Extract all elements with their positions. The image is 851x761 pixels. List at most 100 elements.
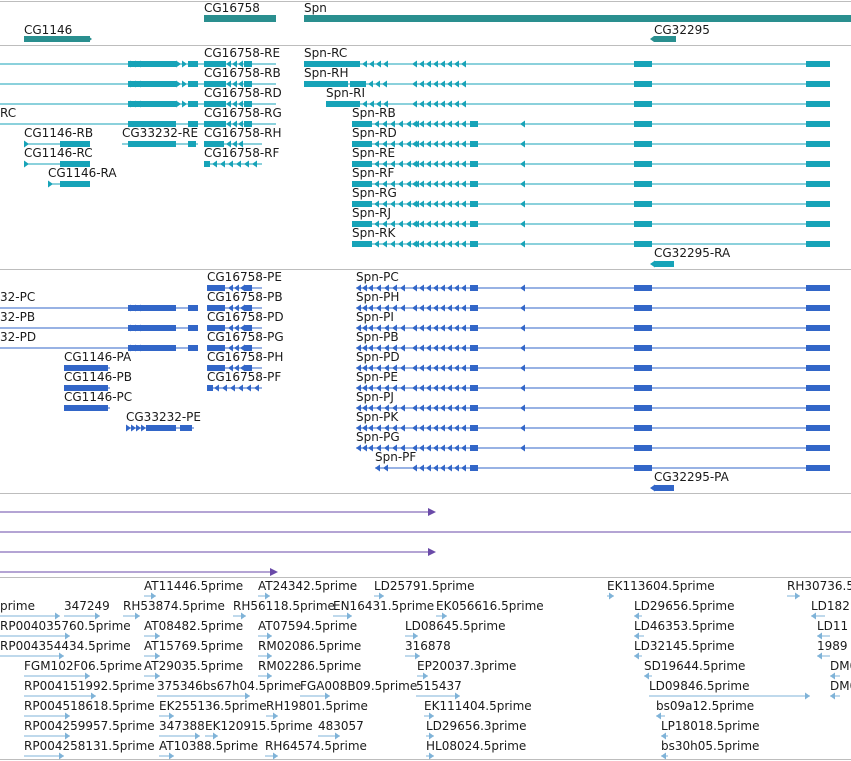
exon-block[interactable] (352, 181, 372, 187)
feature-label[interactable]: LP18018.5prime (661, 719, 760, 733)
exon-block[interactable] (470, 425, 478, 431)
exon-block[interactable] (207, 385, 213, 391)
feature-label[interactable]: CG16758 (204, 1, 260, 15)
feature-label[interactable]: Spn-PK (356, 410, 399, 424)
exon-block[interactable] (146, 101, 176, 107)
feature-label[interactable]: CG16758-RB (204, 66, 281, 80)
exon-block[interactable] (207, 305, 225, 311)
feature-label[interactable]: AT07594.5prime (258, 619, 357, 633)
exon-block[interactable] (470, 181, 478, 187)
feature-label[interactable]: CG16758-RH (204, 126, 282, 140)
feature-label[interactable]: Spn-RD (352, 126, 397, 140)
exon-block[interactable] (146, 325, 176, 331)
exon-block[interactable] (806, 141, 830, 147)
feature-label[interactable]: 316878 (405, 639, 451, 653)
exon-block[interactable] (207, 365, 225, 371)
exon-block[interactable] (634, 325, 652, 331)
exon-block[interactable] (326, 101, 360, 107)
exon-block[interactable] (64, 385, 108, 391)
feature-label[interactable]: RP004151992.5prime (24, 679, 155, 693)
feature-label[interactable]: CG16758-PE (207, 270, 282, 284)
feature-label[interactable]: CG1146 (24, 23, 72, 37)
feature-label[interactable]: AT29035.5prime (144, 659, 243, 673)
exon-block[interactable] (470, 285, 478, 291)
gene-CG16758[interactable] (204, 15, 276, 22)
feature-label[interactable]: CG16758-PD (207, 310, 284, 324)
exon-block[interactable] (304, 81, 348, 87)
exon-block[interactable] (352, 161, 372, 167)
exon-block[interactable] (634, 241, 652, 247)
feature-label[interactable]: Spn-PF (375, 450, 416, 464)
feature-label[interactable]: EN16431.5prime (333, 599, 434, 613)
feature-label[interactable]: CG1146-RA (48, 166, 117, 180)
exon-block[interactable] (806, 181, 830, 187)
feature-label[interactable]: SD19644.5prime (644, 659, 745, 673)
feature-label[interactable]: Spn-PD (356, 350, 400, 364)
exon-block[interactable] (204, 101, 226, 107)
exon-block[interactable] (806, 201, 830, 207)
exon-block[interactable] (207, 285, 225, 291)
exon-block[interactable] (470, 345, 478, 351)
feature-label[interactable]: CG32295 (654, 23, 710, 37)
exon-block[interactable] (60, 181, 90, 187)
feature-label[interactable]: RP004354434.5prime (0, 639, 131, 653)
exon-block[interactable] (470, 465, 478, 471)
feature-label[interactable]: Spn-RH (304, 66, 349, 80)
feature-label[interactable]: Spn-PI (356, 310, 394, 324)
feature-label[interactable]: CG16758-PF (207, 370, 281, 384)
feature-label[interactable]: CG16758-RE (204, 46, 280, 60)
feature-label[interactable]: CG32295-PA (654, 470, 730, 484)
exon-block[interactable] (634, 61, 652, 67)
feature-label[interactable]: RH19801.5prime (266, 699, 368, 713)
exon-block[interactable] (634, 81, 652, 87)
exon-block[interactable] (244, 61, 252, 67)
feature-label[interactable]: 483057 (318, 719, 364, 733)
exon-block[interactable] (806, 61, 830, 67)
exon-block[interactable] (128, 121, 146, 127)
feature-label[interactable]: Spn-PB (356, 330, 399, 344)
feature-label[interactable]: RM02086.5prime (258, 639, 361, 653)
exon-block[interactable] (204, 81, 226, 87)
exon-block[interactable] (204, 121, 226, 127)
feature-label[interactable]: CG33232-RE (122, 126, 198, 140)
feature-label[interactable]: AT15769.5prime (144, 639, 243, 653)
feature-label[interactable]: CG16758-RD (204, 86, 282, 100)
feature-label[interactable]: LD46353.5prime (634, 619, 735, 633)
exon-block[interactable] (352, 221, 372, 227)
exon-block[interactable] (304, 61, 360, 67)
feature-label[interactable]: bs09a12.5prime (656, 699, 754, 713)
exon-block[interactable] (806, 241, 830, 247)
exon-block[interactable] (188, 325, 198, 331)
exon-block[interactable] (654, 261, 674, 267)
exon-block[interactable] (146, 61, 176, 67)
exon-block[interactable] (634, 345, 652, 351)
exon-block[interactable] (352, 241, 372, 247)
feature-label[interactable]: RP004518618.5prime (24, 699, 155, 713)
exon-block[interactable] (634, 285, 652, 291)
exon-block[interactable] (634, 221, 652, 227)
feature-label[interactable]: RM02286.5prime (258, 659, 361, 673)
exon-block[interactable] (806, 465, 830, 471)
feature-label[interactable]: FGM102F06.5prime (24, 659, 142, 673)
exon-block[interactable] (180, 425, 192, 431)
feature-label[interactable]: EK255136.5prime (159, 699, 267, 713)
exon-block[interactable] (806, 161, 830, 167)
gene-CG1146[interactable] (24, 36, 90, 42)
feature-label[interactable]: FGA008B09.5prime (300, 679, 417, 693)
exon-block[interactable] (470, 385, 478, 391)
exon-block[interactable] (146, 345, 176, 351)
exon-block[interactable] (146, 81, 176, 87)
exon-block[interactable] (352, 121, 372, 127)
feature-label[interactable]: Spn-RJ (352, 206, 391, 220)
exon-block[interactable] (634, 141, 652, 147)
feature-label[interactable]: Spn (304, 1, 327, 15)
exon-block[interactable] (470, 325, 478, 331)
feature-label[interactable]: Spn-RE (352, 146, 395, 160)
exon-block[interactable] (634, 201, 652, 207)
feature-label[interactable]: RH56118.5prime (233, 599, 335, 613)
exon-block[interactable] (146, 121, 176, 127)
exon-block[interactable] (634, 365, 652, 371)
exon-block[interactable] (470, 141, 478, 147)
exon-block[interactable] (244, 101, 252, 107)
feature-label[interactable]: LD25791.5prime (374, 579, 475, 593)
